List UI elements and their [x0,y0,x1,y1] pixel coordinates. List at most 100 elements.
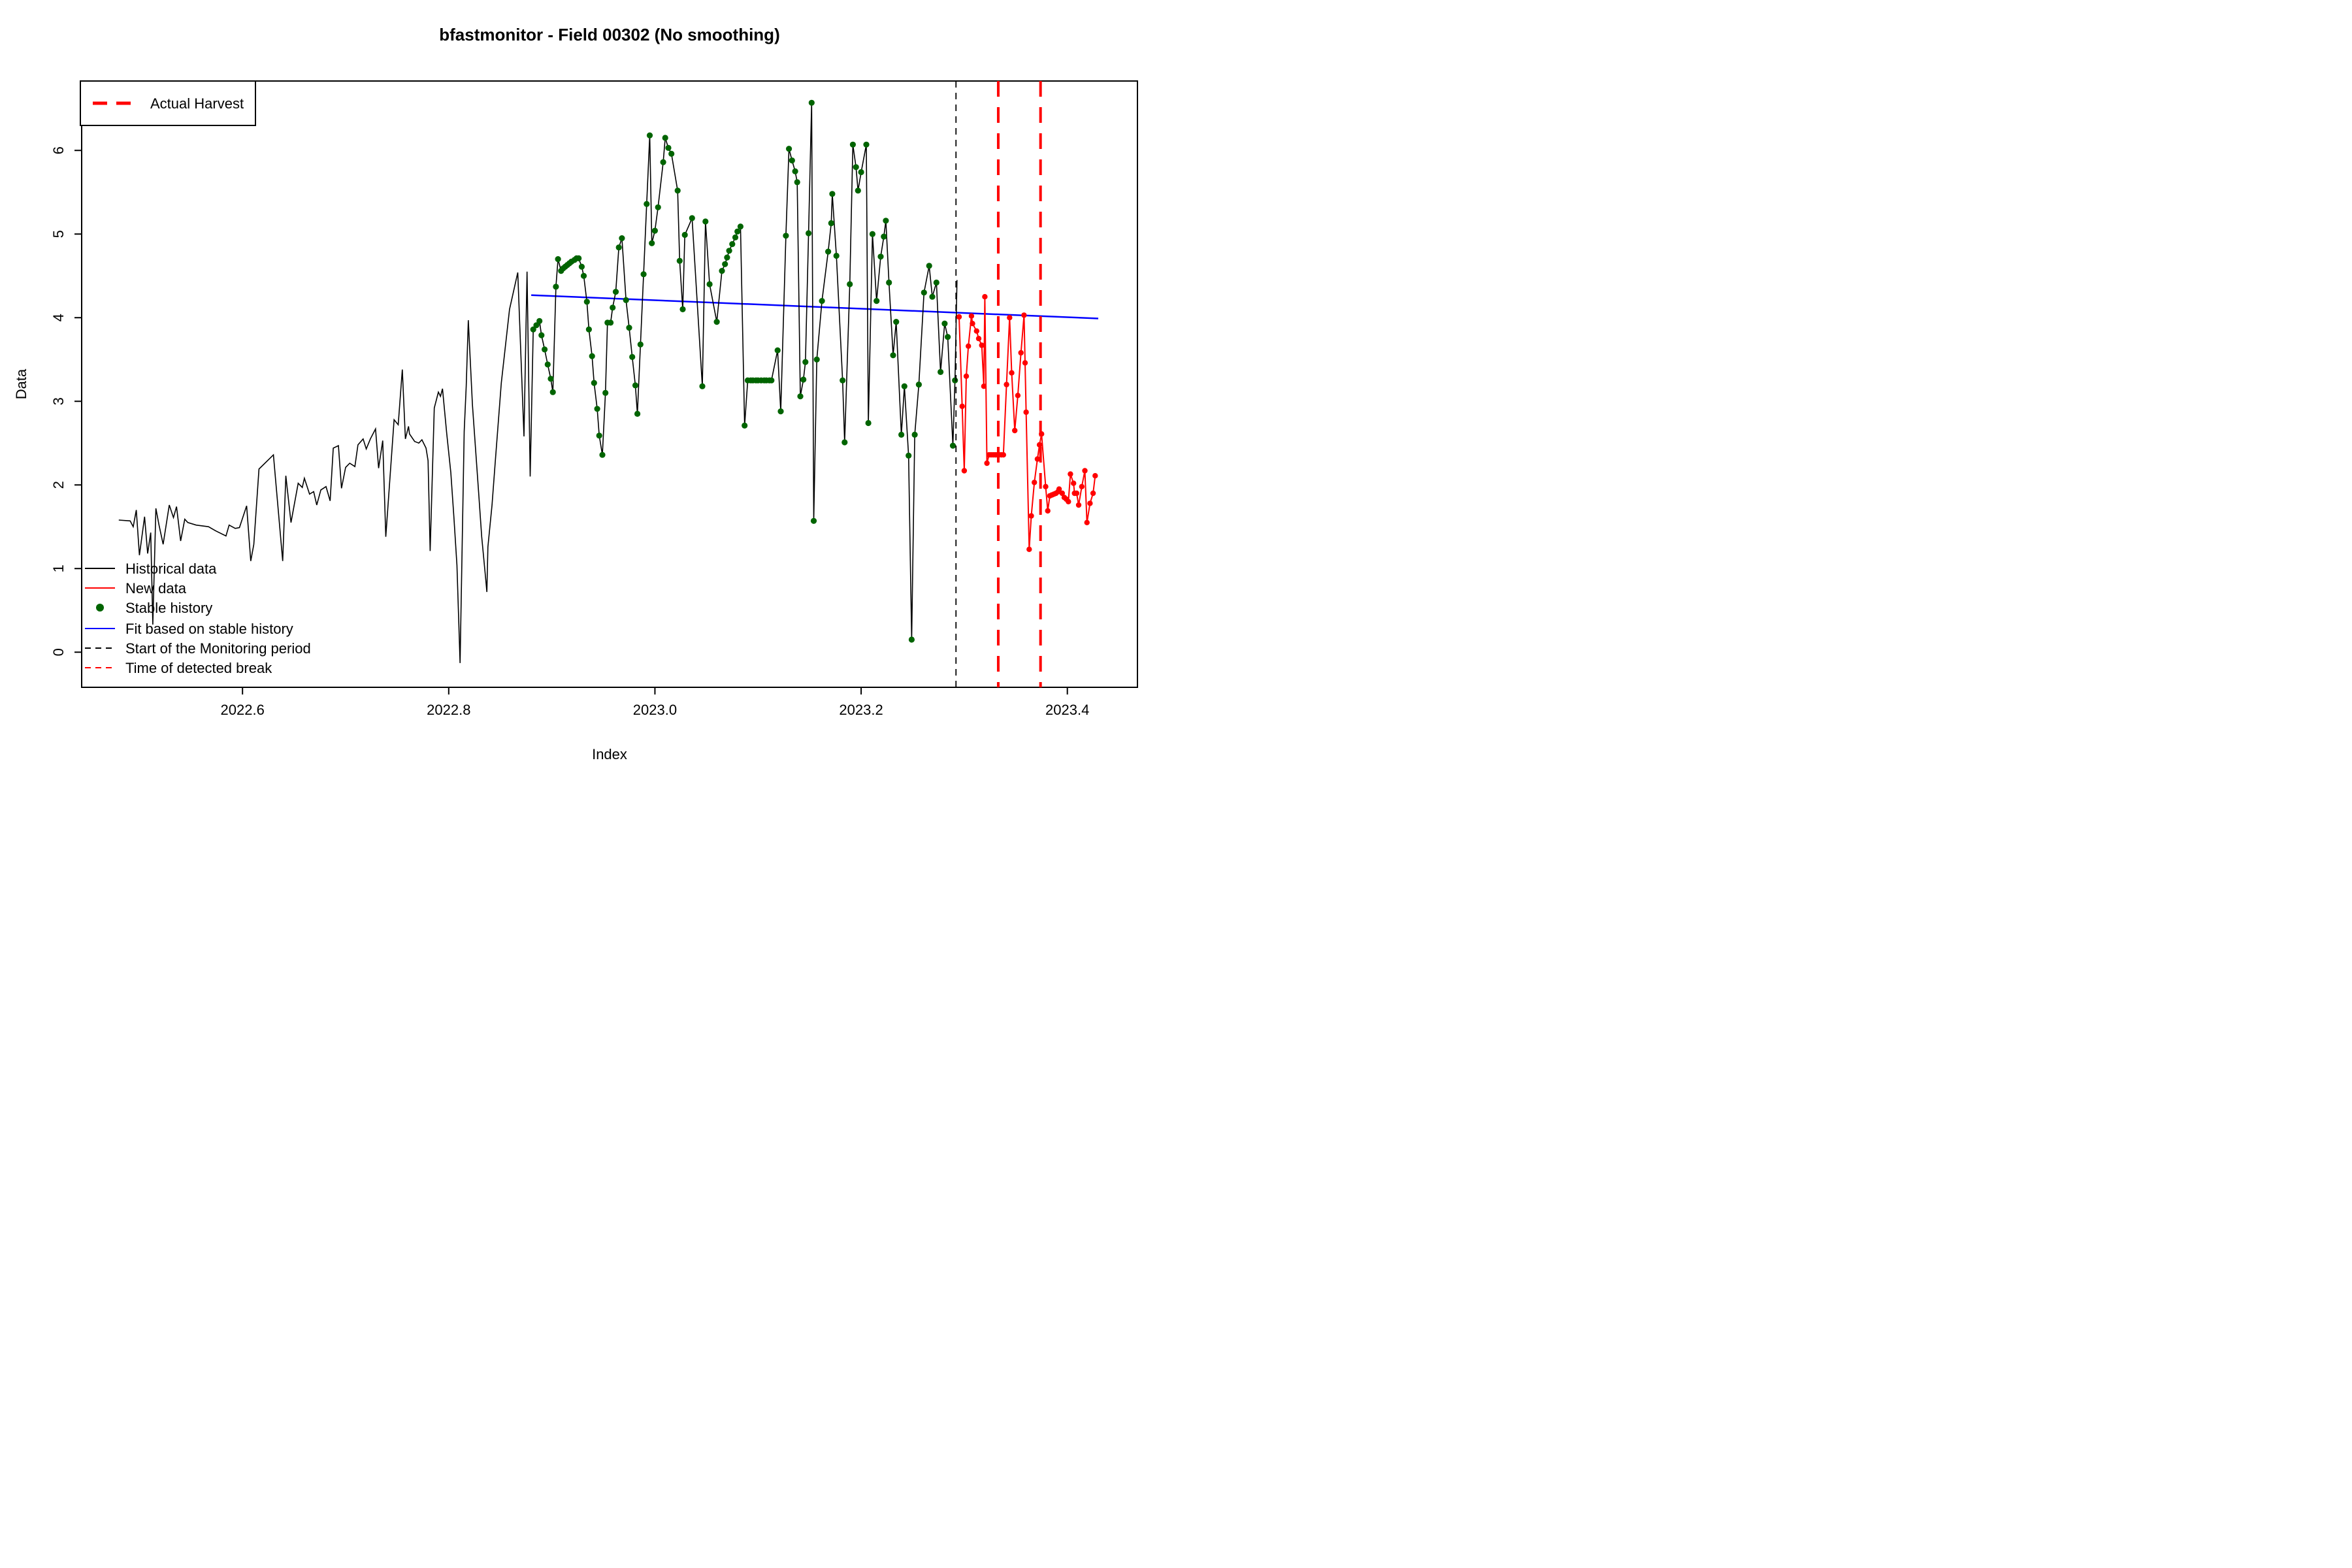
new-data-point [1075,502,1082,508]
stable-history-point [783,233,789,239]
new-data-point [1022,360,1028,366]
new-data-point [975,336,982,342]
stable-history-point [841,439,848,446]
stable-history-point [938,368,944,376]
stable-history-point [602,389,609,397]
new-data-point [1090,490,1096,497]
stable-history-point [530,326,536,333]
new-data-point [961,468,968,474]
stable-history-point [777,408,784,415]
new-data-point [1009,370,1015,376]
stable-history-point [737,223,743,230]
new-data-point [959,403,965,410]
stable-history-point [915,382,922,388]
stable-history-point [893,319,900,325]
stable-history-point [644,201,650,207]
new-data-point [966,343,972,349]
stable-history-point [660,159,666,165]
stable-history-point [789,157,795,164]
legend-series: Historical data New data Stable history … [85,561,311,676]
new-data-point [963,373,970,379]
stable-history-point [886,279,892,286]
new-data-point [1066,498,1071,504]
stable-history-point [898,431,905,438]
stable-history-point [722,261,728,267]
stable-history-point [840,377,846,384]
new-data-point [1018,350,1024,356]
y-axis-label: Data [13,368,29,399]
new-data-point [968,313,975,319]
stable-history-point [533,322,540,329]
stable-history-point [952,377,958,384]
new-data-line [958,297,1096,549]
new-data-point [1032,480,1037,485]
stable-history-point [674,188,681,194]
stable-history-point [774,347,781,353]
stable-history-point [591,380,597,386]
new-data-point [1073,490,1080,497]
stable-history-point [908,636,915,643]
new-data-point [1068,471,1073,477]
new-data-point [1015,393,1021,399]
stable-history-point [855,188,861,194]
stable-history-point [732,234,739,240]
y-tick-label: 2 [50,481,67,489]
stable-history-point [580,272,587,279]
legend-label-detected-break: Time of detected break [125,660,272,676]
historical-line [118,103,958,663]
y-tick-label: 6 [50,146,67,154]
stable-history-point [734,228,741,235]
stable-history-point [865,419,872,427]
plot-frame [81,80,1138,688]
axes-ticks: 2022.6 2022.8 2023.0 2023.2 2023.4 0 1 2 3 4 5 6 [50,146,1089,718]
stable-history-point [651,227,659,234]
y-tick-label: 1 [50,564,67,572]
stable-history-point [941,320,948,327]
stable-history-point [637,341,644,348]
stable-history-point [881,233,887,240]
legend-label-monitoring-start: Start of the Monitoring period [125,640,311,657]
new-data-point [970,321,975,327]
stable-history-point [612,289,619,295]
stable-history-point [819,298,825,304]
stable-history-point [668,150,675,157]
stable-history-point [665,144,672,151]
stable-history-point [599,451,606,458]
stable-history-point [629,353,636,361]
new-data-point [1059,490,1066,497]
new-data-point [982,294,988,300]
stable-history-point [926,263,932,269]
x-tick-label: 2022.8 [427,702,470,718]
legend-label-new-data: New data [125,580,187,596]
stable-history-point [742,422,748,429]
y-tick-label: 3 [50,397,67,405]
new-data-point [1071,480,1077,486]
stable-history-point [800,376,807,383]
new-data-point [1092,473,1098,479]
new-data-point [1021,312,1027,318]
x-tick-label: 2023.0 [633,702,677,718]
stable-history-point [589,353,595,359]
stable-history-point [626,325,632,331]
new-data-point [956,314,962,320]
legend-label-fit: Fit based on stable history [125,621,293,637]
stable-history-point [890,352,896,359]
stable-history-point [858,169,864,176]
fit-line [531,294,1099,319]
stable-history-point [615,244,622,251]
x-tick-label: 2022.6 [221,702,265,718]
stable-history-point [901,383,907,389]
new-data-point [1056,486,1062,492]
stable-history-point [847,281,853,287]
new-data-point [1028,513,1034,519]
y-tick-label: 5 [50,230,67,238]
new-data-point [1026,546,1032,552]
y-tick-label: 0 [50,648,67,656]
stable-history-point [623,297,629,303]
stable-history-point [849,141,856,148]
stable-history-point [608,319,614,326]
stable-history-point [719,268,725,274]
stable-history-point [786,146,792,152]
stable-history-point [632,382,639,389]
stable-history-point [911,431,918,438]
